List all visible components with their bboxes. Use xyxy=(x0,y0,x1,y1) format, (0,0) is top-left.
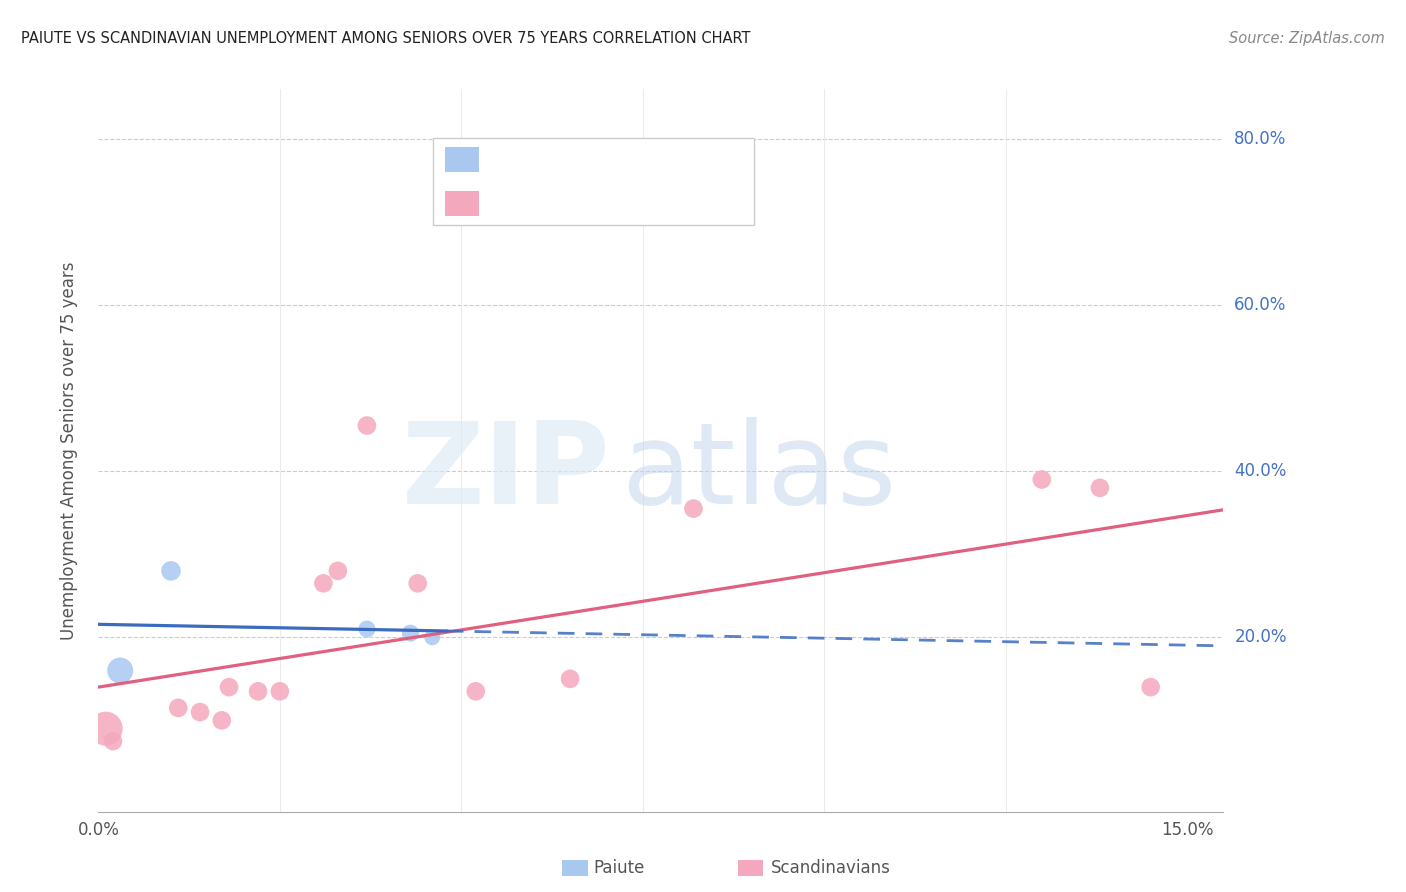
Point xyxy=(356,622,378,636)
Point xyxy=(558,672,581,686)
Point xyxy=(420,630,443,644)
Text: atlas: atlas xyxy=(621,417,897,528)
Text: N =: N = xyxy=(583,194,634,212)
Text: Paiute: Paiute xyxy=(593,859,645,877)
Text: 80.0%: 80.0% xyxy=(1234,130,1286,148)
Text: N =: N = xyxy=(583,150,634,169)
Text: 4: 4 xyxy=(628,150,641,169)
Point xyxy=(160,564,183,578)
Point xyxy=(356,418,378,433)
Text: Source: ZipAtlas.com: Source: ZipAtlas.com xyxy=(1229,31,1385,46)
Point xyxy=(167,701,190,715)
Text: 60.0%: 60.0% xyxy=(1234,296,1286,314)
Point xyxy=(1139,680,1161,694)
Point xyxy=(218,680,240,694)
Text: 0.430: 0.430 xyxy=(533,194,589,212)
Point xyxy=(406,576,429,591)
Text: R =: R = xyxy=(489,194,529,212)
Point xyxy=(269,684,291,698)
Text: 0.271: 0.271 xyxy=(533,150,589,169)
Text: 18: 18 xyxy=(628,194,654,212)
Point xyxy=(399,626,422,640)
Point xyxy=(108,664,131,678)
Text: PAIUTE VS SCANDINAVIAN UNEMPLOYMENT AMONG SENIORS OVER 75 YEARS CORRELATION CHAR: PAIUTE VS SCANDINAVIAN UNEMPLOYMENT AMON… xyxy=(21,31,751,46)
Point xyxy=(1088,481,1111,495)
Point xyxy=(326,564,349,578)
Point xyxy=(1031,473,1053,487)
Point xyxy=(247,684,270,698)
Point xyxy=(188,705,211,719)
Point xyxy=(94,722,117,736)
Text: 40.0%: 40.0% xyxy=(1234,462,1286,480)
Y-axis label: Unemployment Among Seniors over 75 years: Unemployment Among Seniors over 75 years xyxy=(59,261,77,640)
Text: ZIP: ZIP xyxy=(402,417,610,528)
Text: R =: R = xyxy=(489,150,529,169)
Text: Scandinavians: Scandinavians xyxy=(770,859,890,877)
Point xyxy=(211,714,233,728)
Point xyxy=(312,576,335,591)
Point xyxy=(464,684,486,698)
Point xyxy=(682,501,704,516)
Text: 20.0%: 20.0% xyxy=(1234,628,1286,647)
Point xyxy=(101,734,124,748)
